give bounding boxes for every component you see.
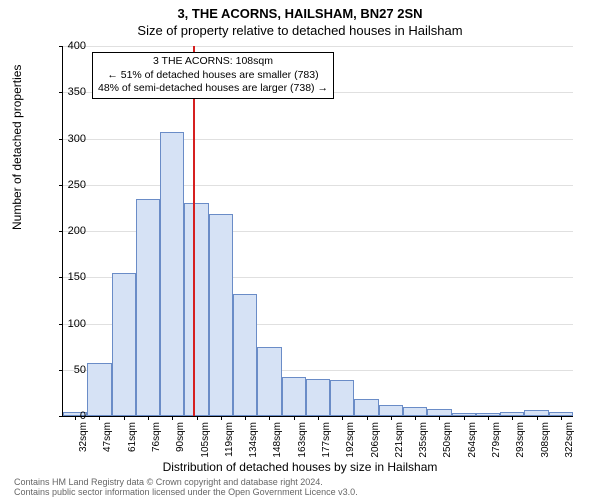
x-tick-label: 206sqm	[370, 422, 381, 458]
y-tick-label: 150	[46, 271, 86, 283]
x-tick-label: 148sqm	[272, 422, 283, 458]
x-tick-label: 177sqm	[321, 422, 332, 458]
histogram-bar	[306, 379, 330, 416]
x-tickmark	[464, 416, 465, 420]
page-subtitle: Size of property relative to detached ho…	[0, 21, 600, 38]
chart-container: 3, THE ACORNS, HAILSHAM, BN27 2SN Size o…	[0, 0, 600, 500]
x-tickmark	[269, 416, 270, 420]
x-tick-label: 308sqm	[540, 422, 551, 458]
y-tick-label: 200	[46, 225, 86, 237]
x-tickmark	[439, 416, 440, 420]
x-tick-label: 90sqm	[175, 422, 186, 452]
x-tickmark	[294, 416, 295, 420]
x-tickmark	[367, 416, 368, 420]
y-axis-label: Number of detached properties	[10, 65, 24, 230]
x-tick-label: 235sqm	[418, 422, 429, 458]
x-tick-label: 119sqm	[224, 422, 235, 457]
x-tick-label: 32sqm	[78, 422, 89, 452]
histogram-bar	[354, 399, 378, 416]
x-tickmark	[342, 416, 343, 420]
x-tickmark	[318, 416, 319, 420]
annotation-line1: 3 THE ACORNS: 108sqm	[98, 55, 328, 69]
x-tickmark	[561, 416, 562, 420]
x-tick-label: 264sqm	[467, 422, 478, 458]
y-tick-label: 50	[46, 364, 86, 376]
y-tick-label: 300	[46, 133, 86, 145]
histogram-bar	[282, 377, 306, 416]
page-title: 3, THE ACORNS, HAILSHAM, BN27 2SN	[0, 0, 600, 21]
x-tick-label: 61sqm	[127, 422, 138, 452]
x-tickmark	[245, 416, 246, 420]
x-tickmark	[172, 416, 173, 420]
y-tick-label: 350	[46, 86, 86, 98]
histogram-bar	[257, 347, 281, 416]
gridline	[63, 139, 573, 140]
histogram-bar	[160, 132, 184, 416]
x-tick-label: 105sqm	[200, 422, 211, 458]
x-tickmark	[124, 416, 125, 420]
x-tick-label: 134sqm	[248, 422, 259, 458]
histogram-bar	[184, 203, 208, 416]
plot-region	[62, 46, 573, 417]
chart-area: 3 THE ACORNS: 108sqm ← 51% of detached h…	[62, 46, 572, 416]
histogram-bar	[112, 273, 136, 416]
x-tickmark	[221, 416, 222, 420]
y-tick-label: 0	[46, 410, 86, 422]
histogram-bar	[330, 380, 354, 416]
x-axis-label: Distribution of detached houses by size …	[0, 460, 600, 474]
histogram-bar	[233, 294, 257, 416]
x-tick-label: 47sqm	[102, 422, 113, 452]
x-tickmark	[99, 416, 100, 420]
x-tickmark	[391, 416, 392, 420]
gridline	[63, 46, 573, 47]
y-tick-label: 100	[46, 318, 86, 330]
x-tick-label: 192sqm	[345, 422, 356, 458]
histogram-bar	[136, 199, 160, 416]
histogram-bar	[403, 407, 427, 416]
x-tick-label: 76sqm	[151, 422, 162, 452]
x-tick-label: 279sqm	[491, 422, 502, 458]
marker-annotation: 3 THE ACORNS: 108sqm ← 51% of detached h…	[92, 52, 334, 99]
annotation-line2: ← 51% of detached houses are smaller (78…	[98, 69, 328, 83]
histogram-bar	[379, 405, 403, 416]
annotation-line3: 48% of semi-detached houses are larger (…	[98, 82, 328, 96]
x-tick-label: 221sqm	[394, 422, 405, 458]
gridline	[63, 185, 573, 186]
footer-attribution: Contains HM Land Registry data © Crown c…	[14, 478, 358, 498]
x-tickmark	[415, 416, 416, 420]
x-tick-label: 163sqm	[297, 422, 308, 458]
y-tick-label: 250	[46, 179, 86, 191]
x-tick-label: 322sqm	[564, 422, 575, 458]
x-tickmark	[488, 416, 489, 420]
histogram-bar	[427, 409, 451, 416]
histogram-bar	[209, 214, 233, 416]
x-tick-label: 293sqm	[515, 422, 526, 458]
y-tick-label: 400	[46, 40, 86, 52]
x-tickmark	[197, 416, 198, 420]
x-tickmark	[148, 416, 149, 420]
histogram-bar	[87, 363, 111, 416]
marker-line	[193, 46, 195, 416]
x-tick-label: 250sqm	[442, 422, 453, 458]
x-tickmark	[537, 416, 538, 420]
footer-line2: Contains public sector information licen…	[14, 488, 358, 498]
x-tickmark	[512, 416, 513, 420]
